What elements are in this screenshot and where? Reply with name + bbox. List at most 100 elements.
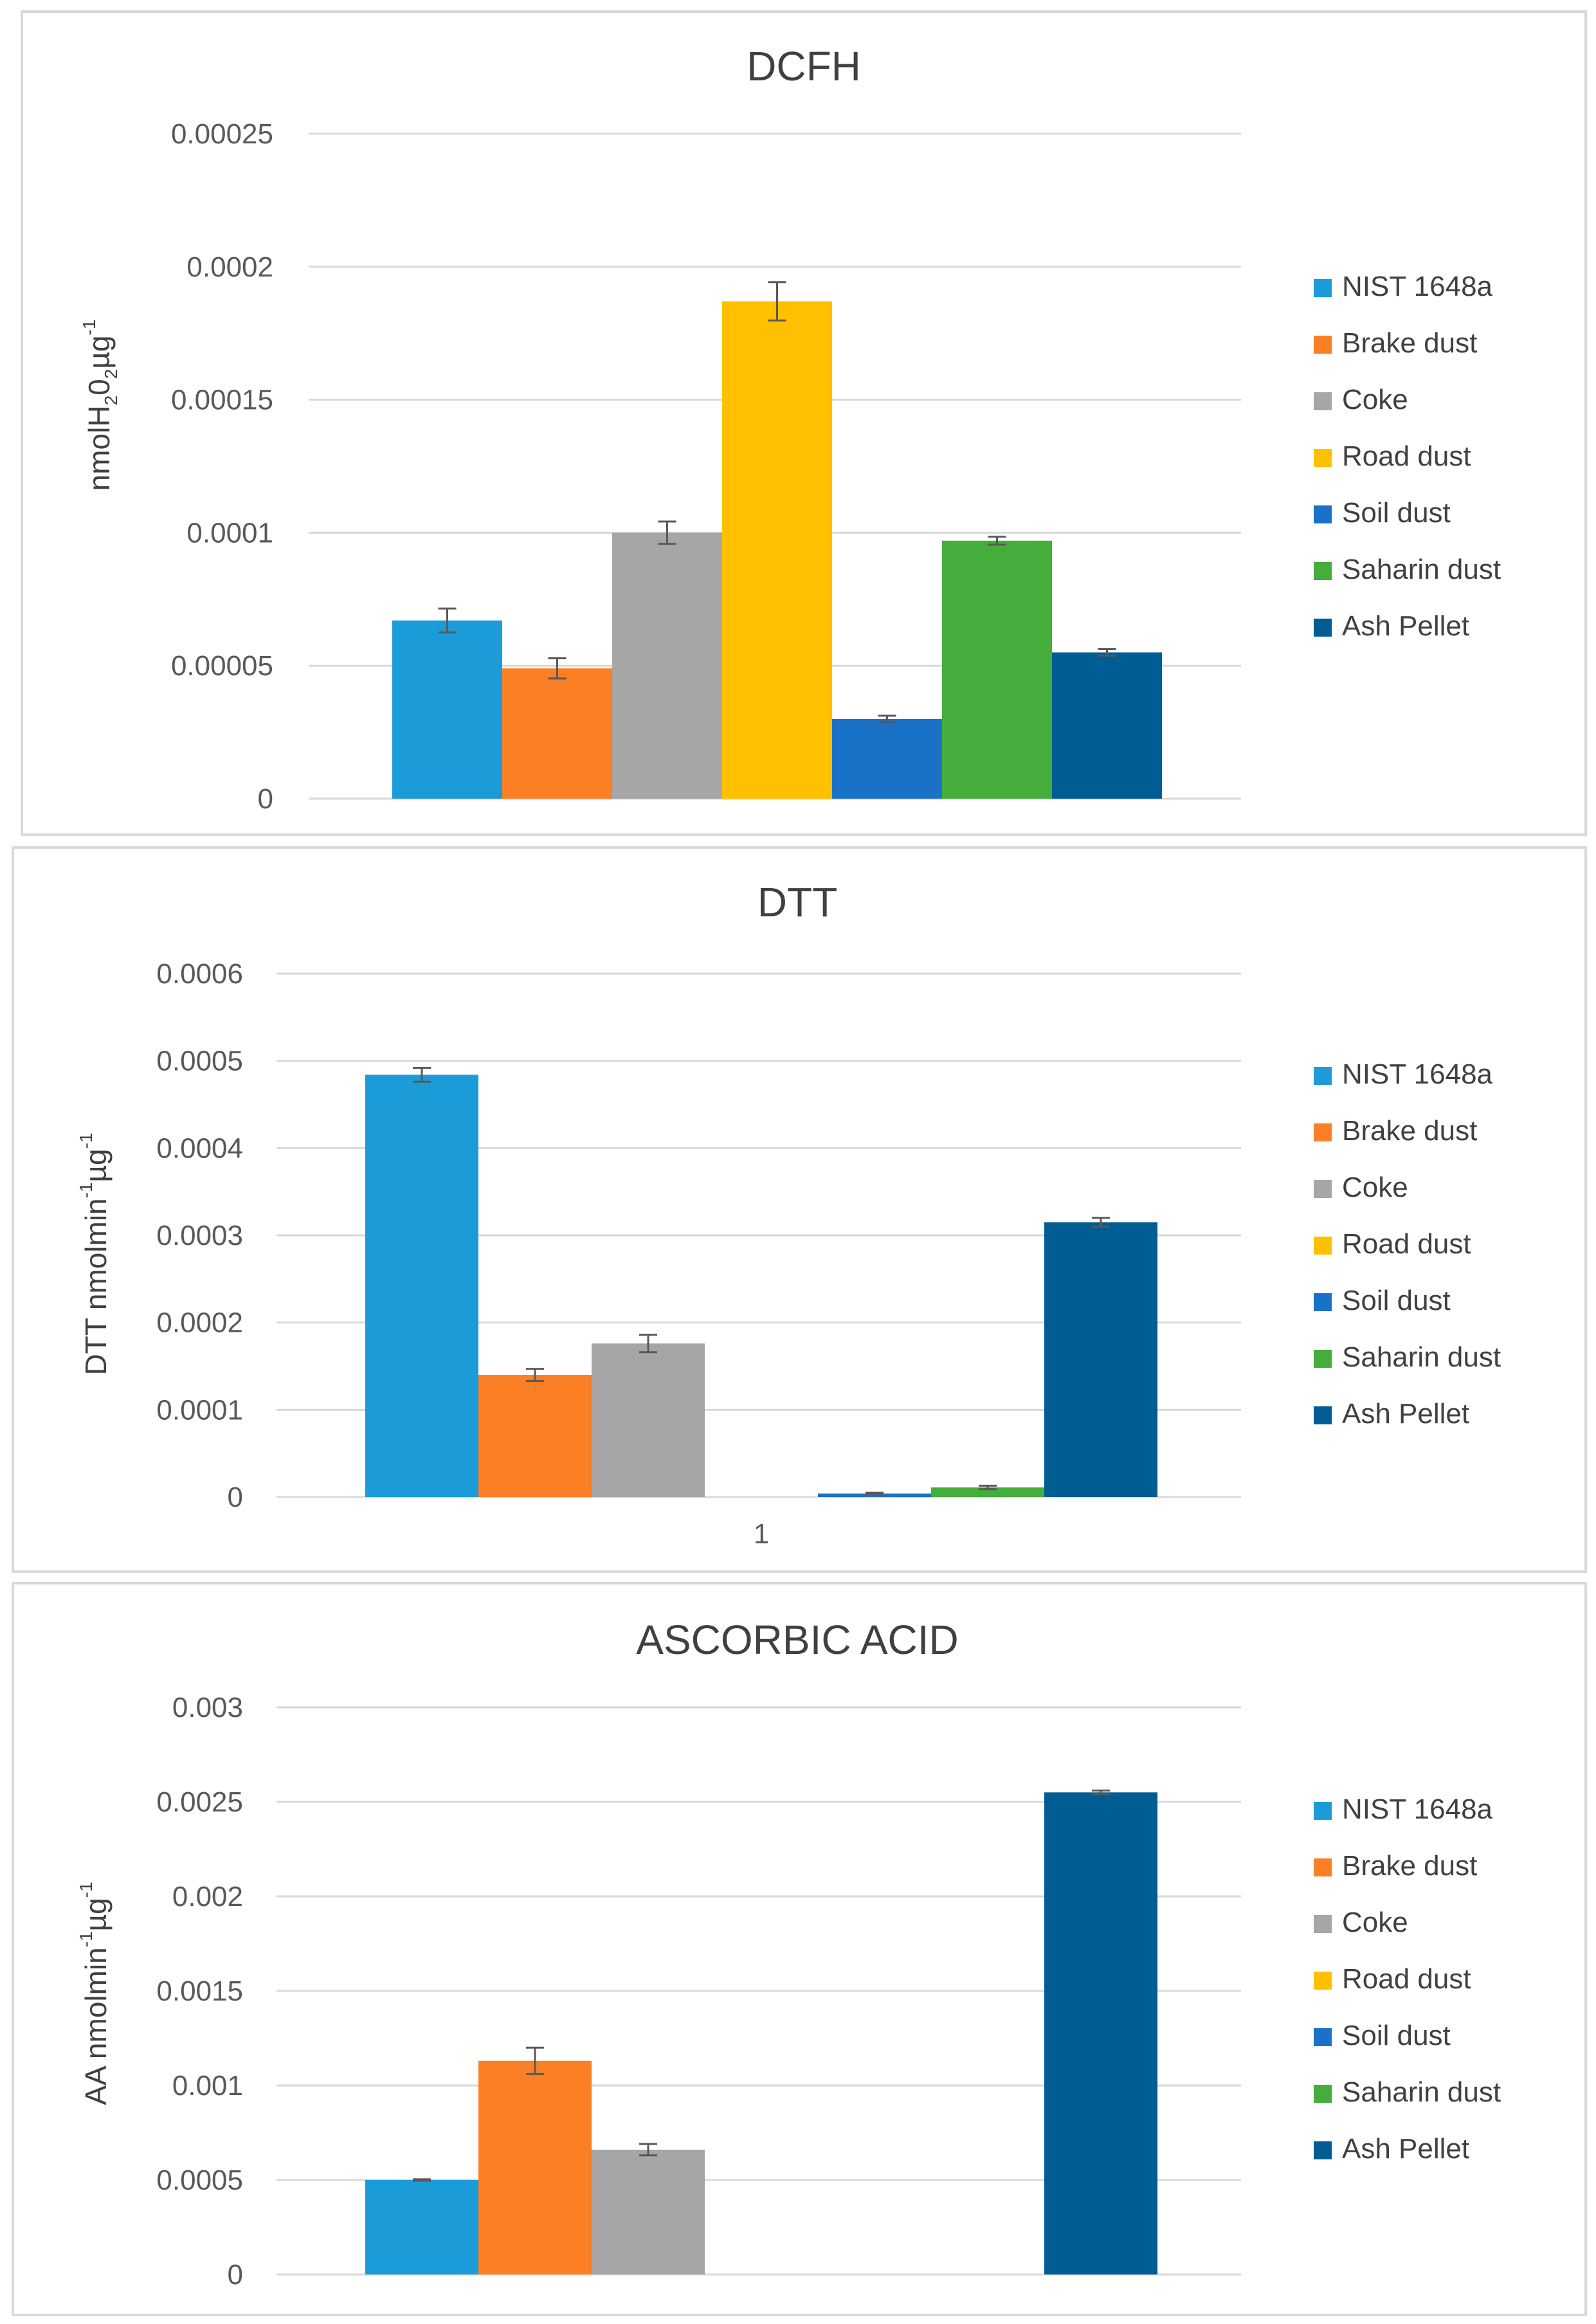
dtt-error-bar-ash-pellet bbox=[1092, 1217, 1110, 1228]
ascorbic-acid-legend-label-ash-pellet: Ash Pellet bbox=[1342, 2133, 1469, 2165]
dcfh-plot-area: 0 0.00005 0.0001 0.00015 0.0002 0.00025 NIST 1… bbox=[171, 118, 1501, 815]
ascorbic-acid-chart-title: ASCORBIC ACID bbox=[636, 1617, 958, 1663]
dcfh-legend-swatch-soil-dust bbox=[1314, 505, 1332, 523]
ascorbic-acid-bar-brake-dust bbox=[478, 2060, 592, 2274]
dcfh-error-bar-coke bbox=[658, 520, 676, 545]
dtt-x-category-label: 1 bbox=[754, 1518, 769, 1550]
dtt-error-bar-coke bbox=[639, 1334, 657, 1354]
dcfh-legend-swatch-coke bbox=[1314, 392, 1332, 410]
dcfh-legend-swatch-road-dust bbox=[1314, 449, 1332, 467]
ascorbic-acid-y-tick-label: 0.003 bbox=[172, 1692, 243, 1723]
ascorbic-acid-legend-swatch-saharin-dust bbox=[1314, 2085, 1332, 2103]
ascorbic-acid-bar-nist-1648a bbox=[365, 2180, 478, 2274]
dtt-y-tick-label: 0 bbox=[228, 1482, 243, 1513]
dtt-legend-label-coke: Coke bbox=[1342, 1172, 1408, 1203]
dtt-error-bar-brake-dust bbox=[526, 1368, 544, 1383]
ascorbic-acid-legend-label-saharin-dust: Saharin dust bbox=[1342, 2076, 1501, 2108]
ascorbic-acid-legend-swatch-nist-1648a bbox=[1314, 1802, 1332, 1820]
dtt-legend-swatch-nist-1648a bbox=[1314, 1067, 1332, 1085]
ascorbic-acid-y-tick-label: 0.001 bbox=[172, 2070, 243, 2102]
dcfh-error-bar-soil-dust bbox=[878, 714, 896, 723]
dtt-bar-saharin-dust bbox=[931, 1487, 1044, 1497]
ascorbic-acid-legend-swatch-soil-dust bbox=[1314, 2028, 1332, 2046]
dcfh-error-bar-nist-1648a bbox=[438, 607, 457, 633]
dtt-error-bar-saharin-dust bbox=[979, 1484, 997, 1491]
dtt-bar-nist-1648a bbox=[365, 1075, 478, 1497]
ascorbic-acid-chart-panel: ASCORBIC ACID AA nmolmin-1µg-1 0 0.0005 0.… bbox=[12, 1582, 1587, 2316]
dcfh-legend-label-nist-1648a: NIST 1648a bbox=[1342, 271, 1493, 302]
dtt-panel-border bbox=[12, 846, 1587, 1573]
dcfh-bar-nist-1648a bbox=[392, 620, 502, 799]
ascorbic-acid-panel-border bbox=[12, 1582, 1587, 2316]
dtt-legend-label-ash-pellet: Ash Pellet bbox=[1342, 1398, 1469, 1430]
dtt-legend-swatch-road-dust bbox=[1314, 1237, 1332, 1255]
dcfh-legend-label-soil-dust: Soil dust bbox=[1342, 497, 1451, 529]
dtt-chart-panel: DTT DTT nmolmin-1µg-1 0 0.0001 0.0002 0.000… bbox=[12, 846, 1587, 1573]
dcfh-y-tick-label: 0.0002 bbox=[186, 251, 273, 283]
dcfh-bar-soil-dust bbox=[832, 718, 942, 799]
dtt-plot-area: 0 0.0001 0.0002 0.0003 0.0004 0.0005 0.0006 1 NI… bbox=[156, 958, 1501, 1550]
dtt-legend-swatch-soil-dust bbox=[1314, 1293, 1332, 1311]
dcfh-legend: NIST 1648a Brake dust Coke Road dust Soil du… bbox=[1314, 271, 1501, 642]
ascorbic-acid-legend-swatch-coke bbox=[1314, 1915, 1332, 1933]
dtt-legend-label-saharin-dust: Saharin dust bbox=[1342, 1341, 1501, 1373]
dtt-bar-ash-pellet bbox=[1044, 1222, 1157, 1497]
dcfh-legend-label-coke: Coke bbox=[1342, 384, 1408, 415]
ascorbic-acid-plot-area: 0 0.0005 0.001 0.0015 0.002 0.0025 0.003 NIST 1… bbox=[156, 1692, 1501, 2291]
dcfh-bar-brake-dust bbox=[502, 668, 612, 799]
dtt-error-bar-nist-1648a bbox=[413, 1067, 431, 1083]
dcfh-y-tick-label: 0.00015 bbox=[171, 385, 273, 416]
dcfh-y-tick-label: 0 bbox=[258, 783, 273, 815]
dcfh-error-bar-brake-dust bbox=[548, 657, 567, 680]
dtt-y-tick-label: 0.0001 bbox=[156, 1394, 243, 1426]
dcfh-y-axis-label: nmolH202µg-1 bbox=[79, 320, 121, 491]
dtt-legend: NIST 1648a Brake dust Coke Road dust Soil du… bbox=[1314, 1058, 1501, 1430]
ascorbic-acid-legend-label-brake-dust: Brake dust bbox=[1342, 1850, 1477, 1882]
dtt-error-bar-soil-dust bbox=[866, 1491, 884, 1496]
dtt-legend-swatch-saharin-dust bbox=[1314, 1350, 1332, 1368]
dtt-y-axis-label: DTT nmolmin-1µg-1 bbox=[76, 1132, 113, 1375]
dtt-y-tick-label: 0.0003 bbox=[156, 1220, 243, 1251]
dtt-y-tick-label: 0.0006 bbox=[156, 958, 243, 990]
dtt-bar-brake-dust bbox=[478, 1375, 592, 1497]
dcfh-bar-road-dust bbox=[722, 301, 832, 799]
dcfh-legend-label-brake-dust: Brake dust bbox=[1342, 327, 1477, 359]
ascorbic-acid-legend-label-coke: Coke bbox=[1342, 1907, 1408, 1938]
dcfh-legend-swatch-ash-pellet bbox=[1314, 619, 1332, 637]
dcfh-bar-saharin-dust bbox=[942, 540, 1052, 799]
ascorbic-acid-y-tick-label: 0 bbox=[228, 2259, 243, 2291]
dcfh-chart-panel: DCFH nmolH202µg-1 00.000050.00010.000150… bbox=[21, 10, 1587, 836]
ascorbic-acid-legend-label-soil-dust: Soil dust bbox=[1342, 2020, 1451, 2051]
dtt-legend-swatch-brake-dust bbox=[1314, 1123, 1332, 1141]
ascorbic-acid-y-axis-label: AA nmolmin-1µg-1 bbox=[76, 1882, 113, 2105]
dcfh-legend-swatch-saharin-dust bbox=[1314, 562, 1332, 580]
ascorbic-acid-legend-swatch-brake-dust bbox=[1314, 1858, 1332, 1876]
ascorbic-acid-error-bar-brake-dust bbox=[526, 2046, 544, 2075]
ascorbic-acid-y-tick-label: 0.0025 bbox=[156, 1786, 243, 1818]
ascorbic-acid-error-bar-coke bbox=[639, 2143, 657, 2157]
dcfh-legend-label-ash-pellet: Ash Pellet bbox=[1342, 610, 1469, 642]
dcfh-bar-coke bbox=[612, 532, 722, 799]
ascorbic-acid-y-tick-label: 0.0005 bbox=[156, 2165, 243, 2196]
dcfh-y-tick-label: 0.00025 bbox=[171, 118, 273, 150]
dtt-legend-swatch-ash-pellet bbox=[1314, 1406, 1332, 1424]
dtt-legend-swatch-coke bbox=[1314, 1180, 1332, 1198]
ascorbic-acid-legend-label-nist-1648a: NIST 1648a bbox=[1342, 1793, 1493, 1825]
ascorbic-acid-legend-label-road-dust: Road dust bbox=[1342, 1963, 1471, 1995]
ascorbic-acid-bar-ash-pellet bbox=[1044, 1792, 1157, 2274]
dtt-legend-label-brake-dust: Brake dust bbox=[1342, 1115, 1477, 1147]
ascorbic-acid-legend: NIST 1648a Brake dust Coke Road dust Soil du… bbox=[1314, 1793, 1501, 2165]
dtt-legend-label-soil-dust: Soil dust bbox=[1342, 1285, 1451, 1316]
ascorbic-acid-y-tick-label: 0.0015 bbox=[156, 1975, 243, 2007]
dcfh-legend-label-saharin-dust: Saharin dust bbox=[1342, 554, 1501, 585]
dcfh-legend-swatch-brake-dust bbox=[1314, 336, 1332, 354]
dtt-bar-coke bbox=[592, 1343, 705, 1497]
dcfh-error-bar-road-dust bbox=[768, 281, 786, 322]
dcfh-chart-title: DCFH bbox=[747, 43, 861, 89]
dcfh-error-bar-saharin-dust bbox=[988, 536, 1006, 546]
ascorbic-acid-error-bar-nist-1648a bbox=[413, 2178, 431, 2182]
ascorbic-acid-legend-swatch-ash-pellet bbox=[1314, 2141, 1332, 2159]
dcfh-legend-label-road-dust: Road dust bbox=[1342, 440, 1471, 472]
dcfh-legend-swatch-nist-1648a bbox=[1314, 279, 1332, 297]
